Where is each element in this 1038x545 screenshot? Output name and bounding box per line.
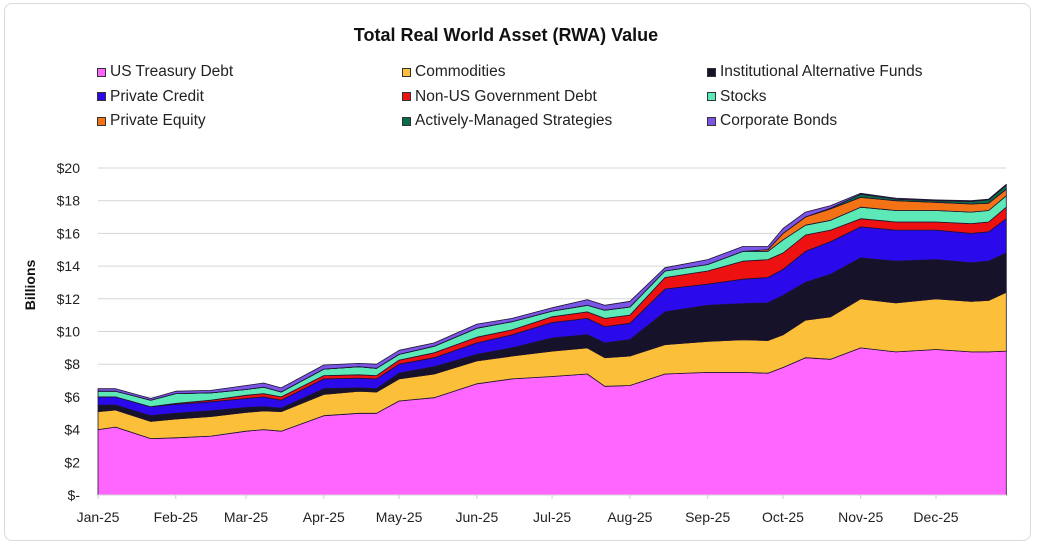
y-tick-label: $18 (57, 193, 81, 209)
x-tick-label: Nov-25 (838, 509, 883, 525)
y-tick-label: $12 (57, 291, 81, 307)
legend-label: Private Credit (110, 87, 204, 105)
x-tick-label: Aug-25 (607, 509, 652, 525)
legend-swatch (402, 67, 411, 77)
legend-item: Private Equity (97, 112, 206, 130)
legend-label: Stocks (720, 87, 767, 105)
x-tick-label: Oct-25 (762, 509, 804, 525)
legend-swatch (97, 92, 106, 101)
y-tick-label: $8 (64, 356, 80, 372)
x-tick-label: Feb-25 (154, 509, 199, 525)
y-tick-label: $6 (64, 389, 80, 405)
legend-item: Corporate Bonds (707, 112, 837, 130)
y-tick-label: $2 (64, 454, 80, 470)
legend-swatch (402, 92, 411, 101)
legend-label: Corporate Bonds (720, 112, 838, 129)
y-tick-label: $20 (57, 160, 81, 176)
y-tick-label: $16 (57, 225, 81, 241)
x-tick-label: Apr-25 (303, 509, 345, 525)
area-corporate-bonds (97, 183, 1007, 401)
y-tick-label: $- (68, 487, 81, 503)
legend-swatch (707, 116, 716, 126)
x-tick-label: Jun-25 (455, 509, 498, 525)
legend-label: Institutional Alternative Funds (720, 63, 923, 80)
legend-label: Commodities (415, 63, 506, 80)
y-tick-label: $10 (57, 324, 81, 340)
legend-item: Institutional Alternative Funds (707, 63, 922, 81)
legend-item: Commodities (402, 63, 505, 81)
legend-label: US Treasury Debt (110, 63, 234, 80)
legend-swatch (97, 67, 106, 77)
x-tick-label: Sep-25 (685, 509, 730, 525)
legend-item: Private Credit (97, 88, 204, 106)
legend-item: Actively-Managed Strategies (402, 112, 612, 130)
legend-swatch (707, 92, 716, 101)
legend-swatch (707, 67, 716, 77)
x-tick-label: Jul-25 (533, 509, 571, 525)
x-tick-label: May-25 (376, 509, 423, 525)
legend-item: Non-US Government Debt (402, 88, 597, 106)
x-tick-label: Jan-25 (77, 509, 120, 525)
chart-title: Total Real World Asset (RWA) Value (353, 25, 659, 45)
legend-item: US Treasury Debt (97, 63, 233, 81)
y-axis-label: Billions (22, 260, 38, 311)
y-tick-label: $14 (57, 258, 81, 274)
x-tick-label: Dec-25 (913, 509, 958, 525)
legend-label: Actively-Managed Strategies (415, 112, 613, 129)
legend-label: Private Equity (110, 112, 206, 129)
y-tick-label: $4 (64, 422, 80, 438)
legend-swatch (402, 116, 411, 126)
legend-label: Non-US Government Debt (415, 87, 597, 105)
x-tick-label: Mar-25 (224, 509, 269, 525)
legend-item: Stocks (707, 88, 767, 106)
legend-swatch (97, 116, 106, 126)
